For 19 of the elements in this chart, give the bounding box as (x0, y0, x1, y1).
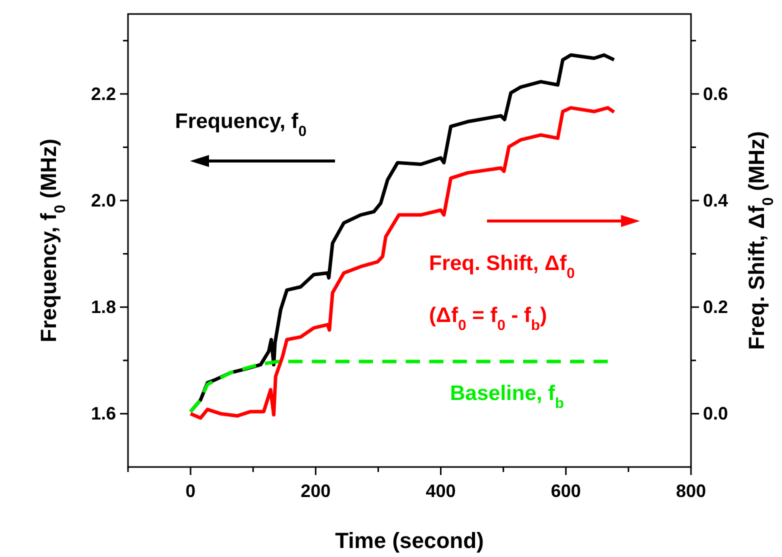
x-axis-title: Time (second) (335, 528, 484, 553)
y2-tick-label: 0.2 (703, 297, 728, 318)
y2-tick-label: 0.4 (703, 190, 728, 211)
x-tick-label: 600 (550, 481, 581, 501)
y2-tick-label: 0.0 (703, 404, 728, 424)
line-series (188, 360, 610, 414)
y-tick-label: 2.2 (90, 84, 116, 104)
x-tick-label: 200 (300, 481, 331, 501)
x-tick-label: 400 (426, 481, 456, 501)
y2-tick-label: 0.6 (703, 84, 728, 104)
y-tick-label: 2.0 (90, 190, 116, 211)
y-tick-label: 1.6 (90, 404, 116, 424)
series-label: Baseline, f$_{b}$ (450, 382, 564, 412)
x-tick-label: 800 (676, 481, 706, 501)
series-label: Freq. Shift, Δf$_{0}$ (429, 252, 575, 282)
annotation: (Δf$_{0}$ = f$_{0}$ - f$_{b}$) (429, 304, 548, 334)
text: Frequency, f$_{0}$ (175, 110, 306, 140)
x-tick-label: 0 (186, 481, 196, 501)
y-tick-label: 1.8 (90, 297, 116, 318)
